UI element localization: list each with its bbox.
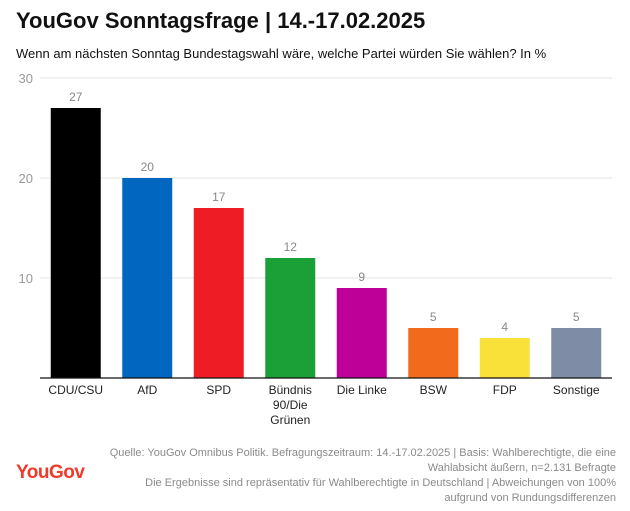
bar-value-label: 27 <box>69 90 83 104</box>
bar <box>265 258 316 378</box>
source-line: Quelle: YouGov Omnibus Politik. Befragun… <box>109 447 616 459</box>
bar-value-label: 4 <box>501 320 508 334</box>
category-label: Sonstige <box>553 383 600 397</box>
category-label: AfD <box>137 383 157 397</box>
chart-title: YouGov Sonntagsfrage | 14.-17.02.2025 <box>16 8 426 33</box>
bar <box>122 178 173 378</box>
yougov-logo: YouGov <box>16 462 85 483</box>
bar-value-label: 12 <box>284 240 298 254</box>
category-label: BSW <box>420 383 448 397</box>
source-line: aufgrund von Rundungsdifferenzen <box>444 492 616 504</box>
category-label: Die Linke <box>337 383 387 397</box>
bar <box>551 328 602 378</box>
chart-subtitle: Wenn am nächsten Sonntag Bundestagswahl … <box>16 46 547 61</box>
bar-chart: 10 20 30 27 CDU/CSU 20 AfD 17 SPD 12 Bündnis 90/Die… <box>19 71 612 427</box>
bar <box>408 328 459 378</box>
y-tick-label: 20 <box>19 171 33 186</box>
y-tick-label: 10 <box>19 271 33 286</box>
bar <box>336 288 387 378</box>
source-line: Die Ergebnisse sind repräsentativ für Wa… <box>145 477 616 489</box>
bar-value-label: 9 <box>358 270 365 284</box>
bar <box>193 208 244 378</box>
y-tick-label: 30 <box>19 71 33 86</box>
category-label: FDP <box>493 383 517 397</box>
source-note: Quelle: YouGov Omnibus Politik. Befragun… <box>96 446 616 506</box>
bar <box>479 338 530 378</box>
category-label: SPD <box>206 383 231 397</box>
source-line: Wahlabsicht äußern, n=2.131 Befragte <box>427 462 616 474</box>
bar <box>50 108 101 378</box>
footer: YouGov Quelle: YouGov Omnibus Politik. B… <box>16 446 616 504</box>
category-label: Bündnis 90/Die Grünen <box>269 383 312 427</box>
category-label: CDU/CSU <box>48 383 103 397</box>
bar-value-label: 20 <box>141 160 155 174</box>
bar-value-label: 17 <box>212 190 226 204</box>
bar-value-label: 5 <box>430 310 437 324</box>
bar-value-label: 5 <box>573 310 580 324</box>
